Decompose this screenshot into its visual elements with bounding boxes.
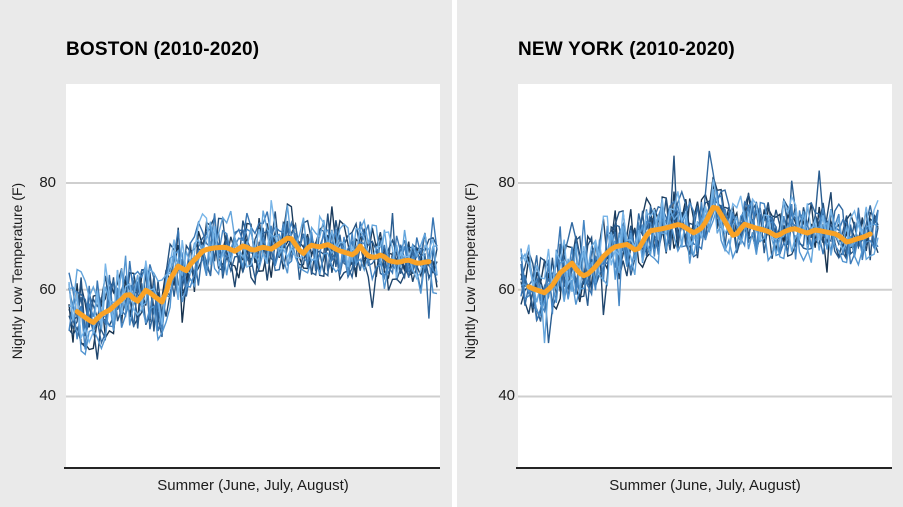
y-axis-title: Nightly Low Temperature (F) <box>9 182 25 360</box>
chart-title-boston: BOSTON (2010-2020) <box>66 39 260 60</box>
y-tick-label-60: 60 <box>498 281 515 298</box>
figure-new-york: NEW YORK (2010-2020) 80 60 40 Nightly Lo… <box>457 0 903 507</box>
x-axis-title: Summer (June, July, August) <box>157 477 349 494</box>
chart-plot-boston <box>64 182 440 469</box>
mean-line <box>74 235 432 325</box>
y-tick-label-60: 60 <box>39 281 56 298</box>
year-line-2020 <box>68 200 438 345</box>
x-axis-title: Summer (June, July, August) <box>609 477 801 494</box>
year-line-2012 <box>68 229 438 360</box>
chart-plot-new-york <box>516 150 892 469</box>
mean-line <box>526 204 873 296</box>
figure-boston: BOSTON (2010-2020) 80 60 40 Nightly Low … <box>0 0 452 507</box>
y-tick-label-40: 40 <box>498 387 515 404</box>
y-tick-label-40: 40 <box>39 387 56 404</box>
chart-title-new-york: NEW YORK (2010-2020) <box>518 39 735 60</box>
y-axis-title: Nightly Low Temperature (F) <box>462 182 478 360</box>
y-tick-label-80: 80 <box>39 174 56 191</box>
y-tick-label-80: 80 <box>498 174 515 191</box>
figure-divider <box>452 0 457 507</box>
